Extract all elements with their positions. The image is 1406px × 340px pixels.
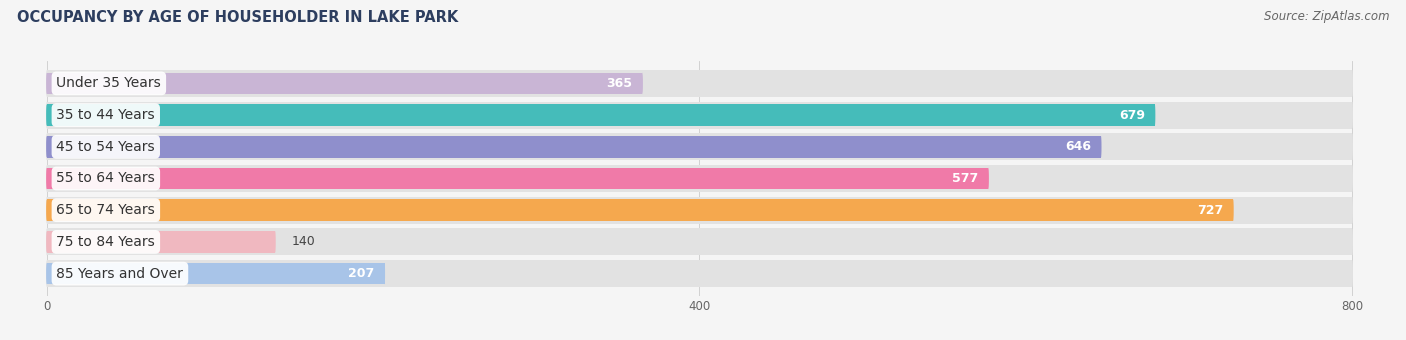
Bar xyxy=(46,165,1353,192)
Text: 35 to 44 Years: 35 to 44 Years xyxy=(56,108,155,122)
Text: Under 35 Years: Under 35 Years xyxy=(56,76,162,90)
Bar xyxy=(46,136,1101,157)
Text: 646: 646 xyxy=(1066,140,1091,153)
Bar xyxy=(46,70,1353,97)
Text: 65 to 74 Years: 65 to 74 Years xyxy=(56,203,155,217)
Text: 679: 679 xyxy=(1119,108,1144,122)
Text: 365: 365 xyxy=(606,77,633,90)
Text: 207: 207 xyxy=(349,267,375,280)
Bar xyxy=(46,200,1233,221)
Bar xyxy=(46,73,643,94)
Text: 45 to 54 Years: 45 to 54 Years xyxy=(56,140,155,154)
Text: OCCUPANCY BY AGE OF HOUSEHOLDER IN LAKE PARK: OCCUPANCY BY AGE OF HOUSEHOLDER IN LAKE … xyxy=(17,10,458,25)
Bar xyxy=(46,263,384,284)
Text: Source: ZipAtlas.com: Source: ZipAtlas.com xyxy=(1264,10,1389,23)
Text: 577: 577 xyxy=(952,172,979,185)
Bar xyxy=(46,168,988,189)
Bar xyxy=(46,104,1154,126)
Text: 75 to 84 Years: 75 to 84 Years xyxy=(56,235,155,249)
Bar xyxy=(46,260,1353,287)
Bar xyxy=(46,102,1353,129)
Text: 727: 727 xyxy=(1197,204,1223,217)
Text: 85 Years and Over: 85 Years and Over xyxy=(56,267,183,280)
Bar xyxy=(46,231,276,253)
Bar xyxy=(46,133,1353,160)
Text: 55 to 64 Years: 55 to 64 Years xyxy=(56,171,155,186)
Text: 140: 140 xyxy=(291,235,315,249)
Bar xyxy=(46,197,1353,224)
Bar xyxy=(46,228,1353,255)
